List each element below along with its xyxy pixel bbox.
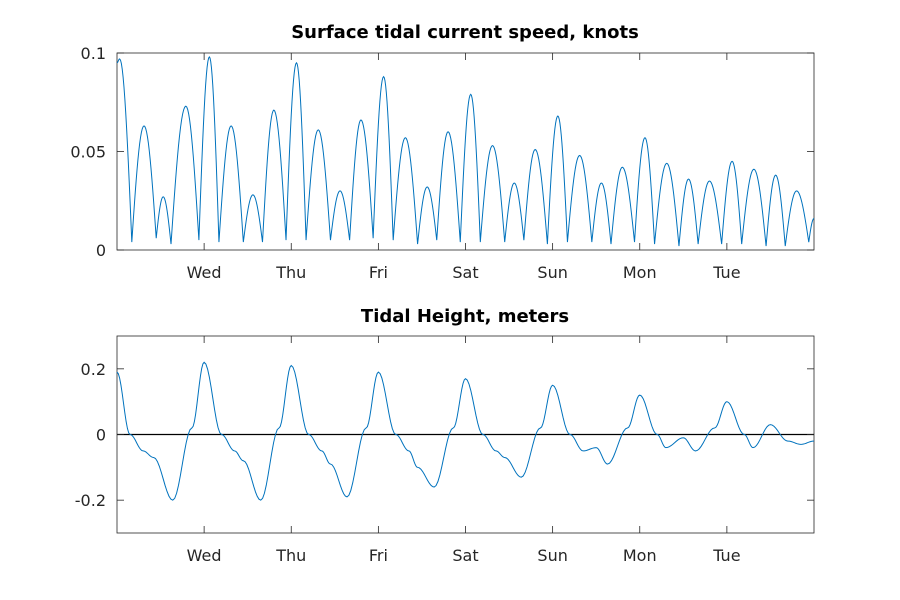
plot-marks (116, 361, 815, 501)
x-tick-label: Thu (275, 263, 306, 282)
x-axis-ticks: Wed Thu Fri Sat Sun Mon Tue (187, 336, 741, 565)
series-line (116, 55, 815, 247)
chart-title: Surface tidal current speed, knots (291, 22, 639, 43)
series-line (116, 361, 815, 501)
x-tick-label: Tue (712, 546, 740, 565)
plot-marks (116, 55, 815, 247)
x-tick-label: Sat (452, 263, 478, 282)
x-tick-label: Tue (712, 263, 740, 282)
y-tick-label: 0 (96, 426, 106, 445)
y-tick-label: 0.1 (81, 44, 106, 63)
x-tick-label: Sat (452, 546, 478, 565)
x-tick-label: Thu (275, 546, 306, 565)
plot-area (116, 52, 815, 251)
x-tick-label: Wed (187, 546, 222, 565)
y-tick-label: -0.2 (75, 491, 106, 510)
x-tick-label: Sun (537, 263, 567, 282)
x-tick-label: Fri (369, 546, 388, 565)
current-speed-panel: Surface tidal current speed, knots Wed Th… (70, 22, 815, 282)
x-tick-label: Mon (623, 546, 657, 565)
tidal-height-panel: Tidal Height, meters Wed Thu Fri Sat Sun Mon T… (75, 306, 815, 565)
x-tick-label: Fri (369, 263, 388, 282)
y-tick-label: 0 (96, 241, 106, 260)
y-axis-ticks: -0.2 0 0.2 (75, 360, 814, 510)
y-axis-ticks: 0 0.05 0.1 (70, 44, 814, 260)
x-tick-label: Sun (537, 546, 567, 565)
x-axis-ticks: Wed Thu Fri Sat Sun Mon Tue (187, 53, 741, 282)
y-tick-label: 0.2 (81, 360, 106, 379)
y-tick-label: 0.05 (70, 143, 106, 162)
chart-title: Tidal Height, meters (361, 306, 569, 327)
x-tick-label: Wed (187, 263, 222, 282)
x-tick-label: Mon (623, 263, 657, 282)
